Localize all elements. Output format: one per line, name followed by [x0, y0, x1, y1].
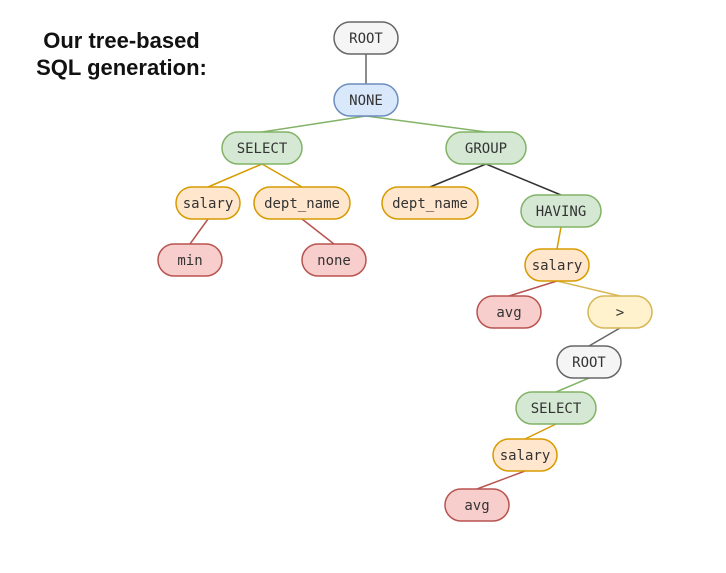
- tree-node-select1: SELECT: [221, 131, 303, 165]
- tree-edge-none1-select1: [261, 115, 367, 133]
- tree-node-box: [301, 243, 367, 277]
- tree-node-label: min: [177, 253, 202, 269]
- tree-edge-salary3-avg2: [476, 470, 526, 490]
- tree-node-label: GROUP: [465, 141, 507, 157]
- tree-node-salary3: salary: [492, 438, 558, 472]
- tree-node-label: salary: [183, 196, 234, 212]
- tree-node-label: NONE: [349, 93, 383, 109]
- tree-node-label: HAVING: [536, 204, 587, 220]
- tree-node-label: avg: [496, 305, 521, 321]
- tree-edge-salary2-avg1: [508, 280, 558, 297]
- tree-node-none2: none: [301, 243, 367, 277]
- tree-node-salary1: salary: [175, 186, 241, 220]
- tree-node-box: [587, 295, 653, 329]
- tree-node-root2: ROOT: [556, 345, 622, 379]
- tree-node-box: [492, 438, 558, 472]
- tree-node-label: dept_name: [392, 196, 468, 212]
- tree-edge-group1-having1: [485, 163, 562, 196]
- tree-node-avg2: avg: [444, 488, 510, 522]
- tree-node-box: [157, 243, 223, 277]
- tree-edge-select2-salary3: [524, 423, 557, 440]
- tree-edge-select1-deptname1: [261, 163, 303, 188]
- tree-node-label: SELECT: [237, 141, 288, 157]
- tree-node-label: ROOT: [572, 355, 606, 371]
- tree-edges: [189, 54, 621, 490]
- tree-node-select2: SELECT: [515, 391, 597, 425]
- tree-node-label: none: [317, 253, 351, 269]
- tree-node-group1: GROUP: [445, 131, 527, 165]
- tree-node-box: [253, 186, 351, 220]
- tree-node-box: [476, 295, 542, 329]
- tree-node-min1: min: [157, 243, 223, 277]
- title-line-1: Our tree-based: [43, 28, 200, 53]
- tree-edge-root2-select2: [555, 377, 590, 393]
- tree-edge-gt1-root2: [588, 327, 621, 347]
- tree-nodes: ROOT NONE SELECT GROUP salary dept_name dept_n…: [157, 21, 653, 522]
- tree-node-label: dept_name: [264, 196, 340, 212]
- tree-node-box: [333, 83, 399, 117]
- tree-node-none1: NONE: [333, 83, 399, 117]
- tree-node-label: ROOT: [349, 31, 383, 47]
- tree-node-label: salary: [500, 448, 551, 464]
- tree-node-label: >: [616, 305, 624, 321]
- tree-node-deptname1: dept_name: [253, 186, 351, 220]
- tree-node-box: [444, 488, 510, 522]
- title-line-2: SQL generation:: [36, 55, 207, 80]
- tree-node-box: [381, 186, 479, 220]
- tree-edge-none1-group1: [365, 115, 487, 133]
- tree-node-deptname2: dept_name: [381, 186, 479, 220]
- tree-edge-having1-salary2: [556, 226, 562, 250]
- tree-node-salary2: salary: [524, 248, 590, 282]
- tree-node-box: [524, 248, 590, 282]
- tree-node-label: salary: [532, 258, 583, 274]
- tree-node-root1: ROOT: [333, 21, 399, 55]
- tree-node-box: [445, 131, 527, 165]
- tree-edge-group1-deptname2: [429, 163, 487, 188]
- tree-edge-salary2-gt1: [556, 280, 621, 297]
- tree-edge-select1-salary1: [207, 163, 263, 188]
- tree-edge-salary1-min1: [189, 218, 209, 245]
- tree-node-avg1: avg: [476, 295, 542, 329]
- tree-node-label: avg: [464, 498, 489, 514]
- tree-node-box: [221, 131, 303, 165]
- tree-edge-deptname1-none2: [301, 218, 335, 245]
- tree-node-box: [556, 345, 622, 379]
- tree-node-gt1: >: [587, 295, 653, 329]
- tree-node-box: [520, 194, 602, 228]
- tree-node-box: [175, 186, 241, 220]
- diagram-title: Our tree-based SQL generation:: [14, 27, 229, 81]
- tree-node-box: [333, 21, 399, 55]
- tree-node-having1: HAVING: [520, 194, 602, 228]
- tree-node-box: [515, 391, 597, 425]
- tree-node-label: SELECT: [531, 401, 582, 417]
